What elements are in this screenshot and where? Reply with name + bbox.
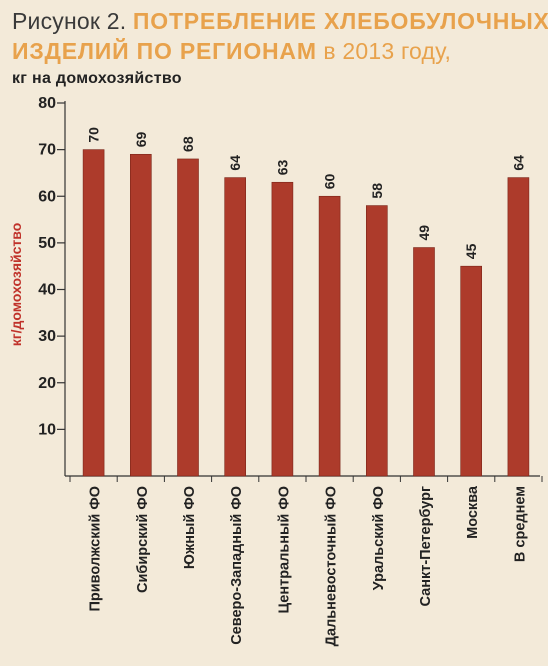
category-label: Уральский ФО — [371, 486, 387, 590]
value-label: 64 — [227, 155, 243, 171]
title-main-part-1: ПОТРЕБЛЕНИЕ ХЛЕБОБУЛОЧНЫХ — [132, 8, 548, 34]
title-main-part-2: ИЗДЕЛИЙ ПО РЕГИОНАМ — [12, 38, 317, 64]
title-unit: кг на домохозяйство — [12, 70, 182, 87]
category-label: Москва — [465, 485, 481, 539]
category-label: Приволжский ФО — [88, 486, 104, 612]
title-line-2: ИЗДЕЛИЙ ПО РЕГИОНАМ в 2013 году, — [12, 36, 542, 66]
y-tick-label: 10 — [38, 421, 56, 438]
y-tick-label: 50 — [38, 235, 56, 252]
y-tick-label: 30 — [38, 328, 56, 345]
category-label: Санкт-Петербург — [418, 486, 434, 607]
category-label: В среднем — [512, 486, 528, 562]
bar — [177, 158, 199, 477]
bar — [413, 247, 435, 477]
value-label: 68 — [180, 136, 196, 152]
y-tick-label: 70 — [38, 142, 56, 159]
figure-number: Рисунок 2. — [12, 8, 127, 34]
category-label: Дальневосточный ФО — [324, 486, 340, 646]
value-label: 58 — [369, 183, 385, 199]
bar — [318, 195, 341, 477]
value-label: 60 — [322, 173, 338, 189]
value-label: 45 — [463, 243, 479, 259]
value-label: 49 — [416, 225, 432, 241]
value-labels: 70 69 68 64 63 60 58 49 45 64 — [86, 127, 527, 259]
bar — [82, 149, 105, 477]
chart-title: Рисунок 2. ПОТРЕБЛЕНИЕ ХЛЕБОБУЛОЧНЫХ ИЗД… — [12, 6, 548, 88]
category-label: Центральный ФО — [276, 486, 292, 613]
bar — [224, 177, 246, 477]
y-tick-label: 40 — [38, 282, 56, 299]
bar — [507, 177, 530, 477]
y-tick-label: 20 — [38, 375, 56, 392]
bar — [271, 181, 294, 477]
title-line-1: Рисунок 2. ПОТРЕБЛЕНИЕ ХЛЕБОБУЛОЧНЫХ — [12, 6, 548, 36]
x-axis-labels: Приволжский ФО Сибирский ФО Южный ФО Северо… — [69, 476, 543, 646]
y-tick-label: 80 — [38, 95, 56, 112]
bars — [82, 149, 530, 477]
bar — [365, 205, 388, 477]
title-year: в 2013 году, — [316, 38, 452, 64]
bar — [130, 153, 152, 477]
category-label: Южный ФО — [182, 486, 198, 569]
value-label: 69 — [133, 132, 149, 148]
y-tick-label: 60 — [38, 188, 56, 205]
category-label: Сибирский ФО — [135, 486, 151, 593]
value-label: 64 — [510, 155, 526, 171]
bar — [460, 265, 483, 477]
y-axis-label: кг/домохозяйство — [8, 223, 24, 347]
value-label: 70 — [86, 127, 102, 143]
value-label: 63 — [274, 159, 290, 175]
category-label: Северо-Западный ФО — [229, 486, 245, 645]
